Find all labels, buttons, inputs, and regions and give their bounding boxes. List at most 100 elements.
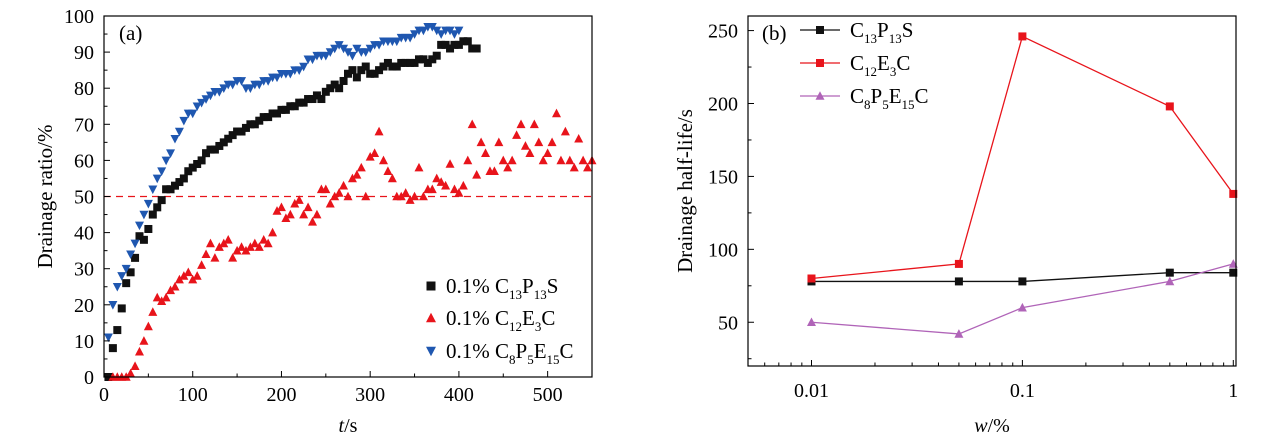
data-point-C12E3C — [330, 191, 340, 201]
y-tick-label: 0 — [84, 367, 94, 389]
data-point-C8P5E15C — [166, 149, 176, 158]
data-point-C13P13S — [131, 253, 140, 262]
data-point-C12E3C — [954, 259, 963, 268]
series-C8P5E15C — [103, 23, 464, 343]
data-point-C8P5E15C — [1017, 302, 1027, 312]
data-point-C13P13S — [224, 134, 233, 143]
data-point-C12E3C — [343, 191, 353, 201]
y-tick-label: 150 — [708, 166, 738, 188]
data-point-C12E3C — [494, 137, 504, 147]
data-point-C12E3C — [560, 126, 570, 136]
data-point-C12E3C — [272, 206, 282, 215]
data-point-C12E3C — [370, 148, 380, 157]
data-point-C12E3C — [347, 173, 357, 183]
data-point-C8P5E15C — [121, 264, 131, 274]
data-point-C8P5E15C — [418, 26, 428, 36]
data-point-C13P13S — [255, 116, 264, 125]
data-point-C8P5E15C — [1165, 276, 1175, 286]
data-point-C12E3C — [139, 336, 149, 345]
data-point-C12E3C — [157, 296, 167, 305]
data-point-C8P5E15C — [192, 102, 202, 112]
data-point-C12E3C — [516, 119, 526, 129]
data-point-C8P5E15C — [454, 26, 464, 36]
data-point-C8P5E15C — [263, 77, 273, 86]
data-point-C13P13S — [468, 44, 477, 53]
y-tick-label: 250 — [708, 21, 738, 43]
data-point-C13P13S — [188, 163, 197, 172]
data-point-C12E3C — [241, 245, 251, 255]
data-point-C12E3C — [334, 188, 344, 197]
x-tick-label: 500 — [533, 384, 563, 406]
legend-label-C8P5E15C: C8P5E15C — [850, 84, 929, 112]
legend-label-C12E3C: 0.1% C12E3C — [446, 306, 555, 334]
data-point-C13P13S — [215, 141, 224, 150]
data-point-C13P13S — [472, 44, 481, 53]
data-point-C12E3C — [312, 209, 322, 219]
data-point-C13P13S — [286, 102, 295, 111]
x-tick-label: 0.01 — [794, 380, 829, 402]
data-point-C13P13S — [162, 185, 171, 194]
data-point-C13P13S — [1165, 268, 1174, 277]
data-point-C13P13S — [423, 58, 432, 67]
data-point-C13P13S — [459, 37, 468, 46]
data-point-C12E3C — [436, 177, 446, 186]
data-point-C8P5E15C — [374, 41, 384, 50]
data-point-C13P13S — [139, 235, 148, 244]
data-point-C13P13S — [273, 109, 282, 118]
data-point-C12E3C — [299, 209, 309, 219]
data-point-C8P5E15C — [134, 221, 144, 231]
data-point-C13P13S — [954, 277, 963, 286]
legend-label-C12E3C: C12E3C — [850, 51, 910, 79]
data-point-C8P5E15C — [806, 317, 816, 327]
y-tick-label: 10 — [74, 331, 94, 353]
y-tick-label: 60 — [74, 150, 94, 172]
data-point-C13P13S — [166, 185, 175, 194]
data-point-C8P5E15C — [254, 80, 264, 90]
data-point-C12E3C — [449, 184, 459, 194]
data-point-C8P5E15C — [237, 77, 247, 86]
data-point-C12E3C — [547, 137, 557, 147]
data-point-C13P13S — [450, 40, 459, 49]
legend: C13P13S C12E3C C8P5E15C — [800, 18, 929, 112]
data-point-C8P5E15C — [170, 134, 180, 144]
data-point-C12E3C — [578, 155, 588, 165]
data-point-C12E3C — [152, 292, 162, 302]
data-point-C8P5E15C — [427, 23, 437, 32]
data-point-C12E3C — [205, 238, 215, 248]
data-point-C13P13S — [202, 149, 211, 158]
data-point-C8P5E15C — [197, 98, 207, 108]
data-point-C12E3C — [807, 274, 816, 283]
data-point-C12E3C — [454, 188, 464, 197]
data-point-C12E3C — [574, 133, 584, 143]
legend-marker-C12E3C — [426, 312, 436, 323]
data-point-C12E3C — [565, 155, 575, 165]
data-point-C12E3C — [1165, 102, 1174, 111]
data-point-C13P13S — [219, 138, 228, 147]
series-C8P5E15C — [806, 259, 1238, 338]
y-tick-label: 50 — [74, 187, 94, 209]
x-tick-label: 1 — [1228, 380, 1238, 402]
data-point-C8P5E15C — [365, 44, 375, 54]
data-point-C12E3C — [268, 227, 278, 237]
data-point-C13P13S — [463, 37, 472, 46]
data-point-C12E3C — [143, 321, 153, 331]
data-point-C12E3C — [1018, 32, 1027, 41]
data-point-C13P13S — [117, 304, 126, 313]
data-point-C12E3C — [339, 180, 349, 190]
data-point-C12E3C — [538, 155, 548, 165]
data-point-C8P5E15C — [205, 91, 215, 101]
panel-label: (a) — [119, 21, 142, 45]
data-point-C13P13S — [432, 51, 441, 60]
x-tick-label: 400 — [444, 384, 474, 406]
data-point-C13P13S — [1229, 268, 1238, 277]
data-point-C8P5E15C — [449, 30, 459, 39]
data-point-C13P13S — [344, 69, 352, 78]
data-point-C8P5E15C — [112, 282, 122, 292]
data-point-C12E3C — [183, 267, 193, 277]
data-point-C12E3C — [237, 242, 247, 251]
x-tick-label: 200 — [266, 384, 296, 406]
data-point-C13P13S — [299, 98, 308, 107]
data-point-C13P13S — [250, 120, 259, 129]
